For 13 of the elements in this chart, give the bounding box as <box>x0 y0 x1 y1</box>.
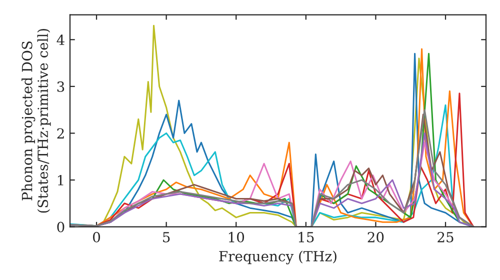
y-axis-title: Phonon projected DOS (States/THz·primitive cell) <box>22 28 51 213</box>
y-tick-label: 2 <box>57 128 64 138</box>
x-tick-label: 0 <box>93 232 100 242</box>
y-tick-label: 4 <box>56 34 64 45</box>
x-tick-label: 15 <box>298 232 314 242</box>
x-tick-label: 10 <box>228 232 244 242</box>
x-tick-label: 25 <box>438 232 454 242</box>
y-tick-label: 1 <box>58 174 64 186</box>
y-tick-label: 0 <box>57 222 64 232</box>
x-tick-label: 5 <box>163 232 170 242</box>
y-tick-label: 3 <box>57 81 64 92</box>
x-axis-title: Frequency (THz) <box>219 250 336 264</box>
x-tick-label: 20 <box>368 232 384 242</box>
